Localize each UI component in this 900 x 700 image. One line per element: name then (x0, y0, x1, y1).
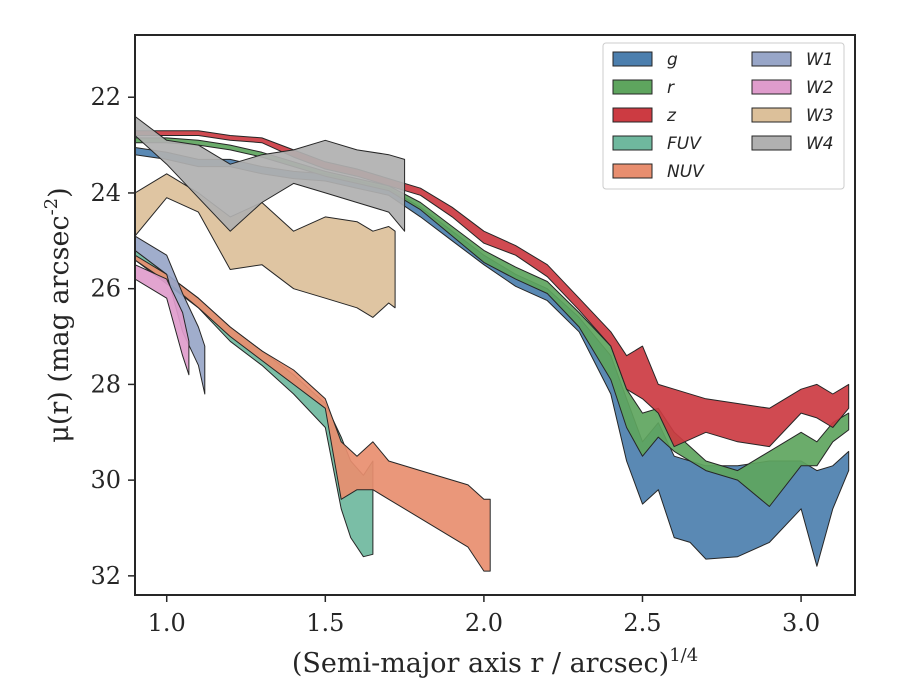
x-tick-label: 3.0 (782, 609, 820, 637)
x-tick-label: 2.5 (623, 609, 661, 637)
legend-swatch-fuv (612, 135, 653, 151)
legend-label-w3: W3 (806, 106, 834, 126)
y-tick-label: 28 (90, 370, 121, 398)
legend-swatch-r (612, 79, 653, 95)
legend-swatch-g (612, 51, 653, 67)
legend-label-w1: W1 (806, 50, 834, 70)
y-axis-label: μ(r) (mag arcsec-2) (41, 187, 75, 442)
x-tick-label: 2.0 (465, 609, 503, 637)
y-tick-label: 30 (90, 466, 121, 494)
band-w1 (135, 235, 206, 395)
y-tick-label: 26 (90, 275, 121, 303)
legend-label-w4: W4 (806, 134, 834, 154)
legend-label-r: r (667, 78, 675, 98)
legend-label-w2: W2 (806, 78, 834, 98)
legend-label-nuv: NUV (667, 162, 705, 182)
y-tick-label: 32 (90, 562, 121, 590)
legend-swatch-z (612, 107, 653, 123)
plot-frame (134, 34, 856, 596)
band-nuv (135, 254, 491, 572)
legend: grz FUV NUV W1 W2 W3 W4 (602, 42, 845, 190)
y-tick-label: 24 (90, 179, 121, 207)
band-w4 (135, 115, 406, 232)
legend-label-fuv: FUV (667, 134, 702, 154)
legend-label-z: z (666, 106, 677, 126)
x-axis-label: (Semi-major axis r / arcsec)1/4 (292, 645, 698, 679)
legend-swatch-w1 (751, 51, 792, 67)
legend-label-g: g (667, 50, 678, 70)
band-w2 (135, 264, 190, 376)
y-tick-label: 22 (90, 83, 121, 111)
x-tick-label: 1.0 (148, 609, 186, 637)
legend-swatch-nuv (612, 163, 653, 179)
legend-swatch-w4 (751, 135, 792, 151)
profile-bands (135, 115, 850, 572)
axis-ticks: 1.0 1.5 2.0 2.5 3.0 22 24 26 28 30 32 (90, 83, 820, 637)
legend-swatch-w2 (751, 79, 792, 95)
legend-swatch-w3 (751, 107, 792, 123)
x-tick-label: 1.5 (306, 609, 344, 637)
